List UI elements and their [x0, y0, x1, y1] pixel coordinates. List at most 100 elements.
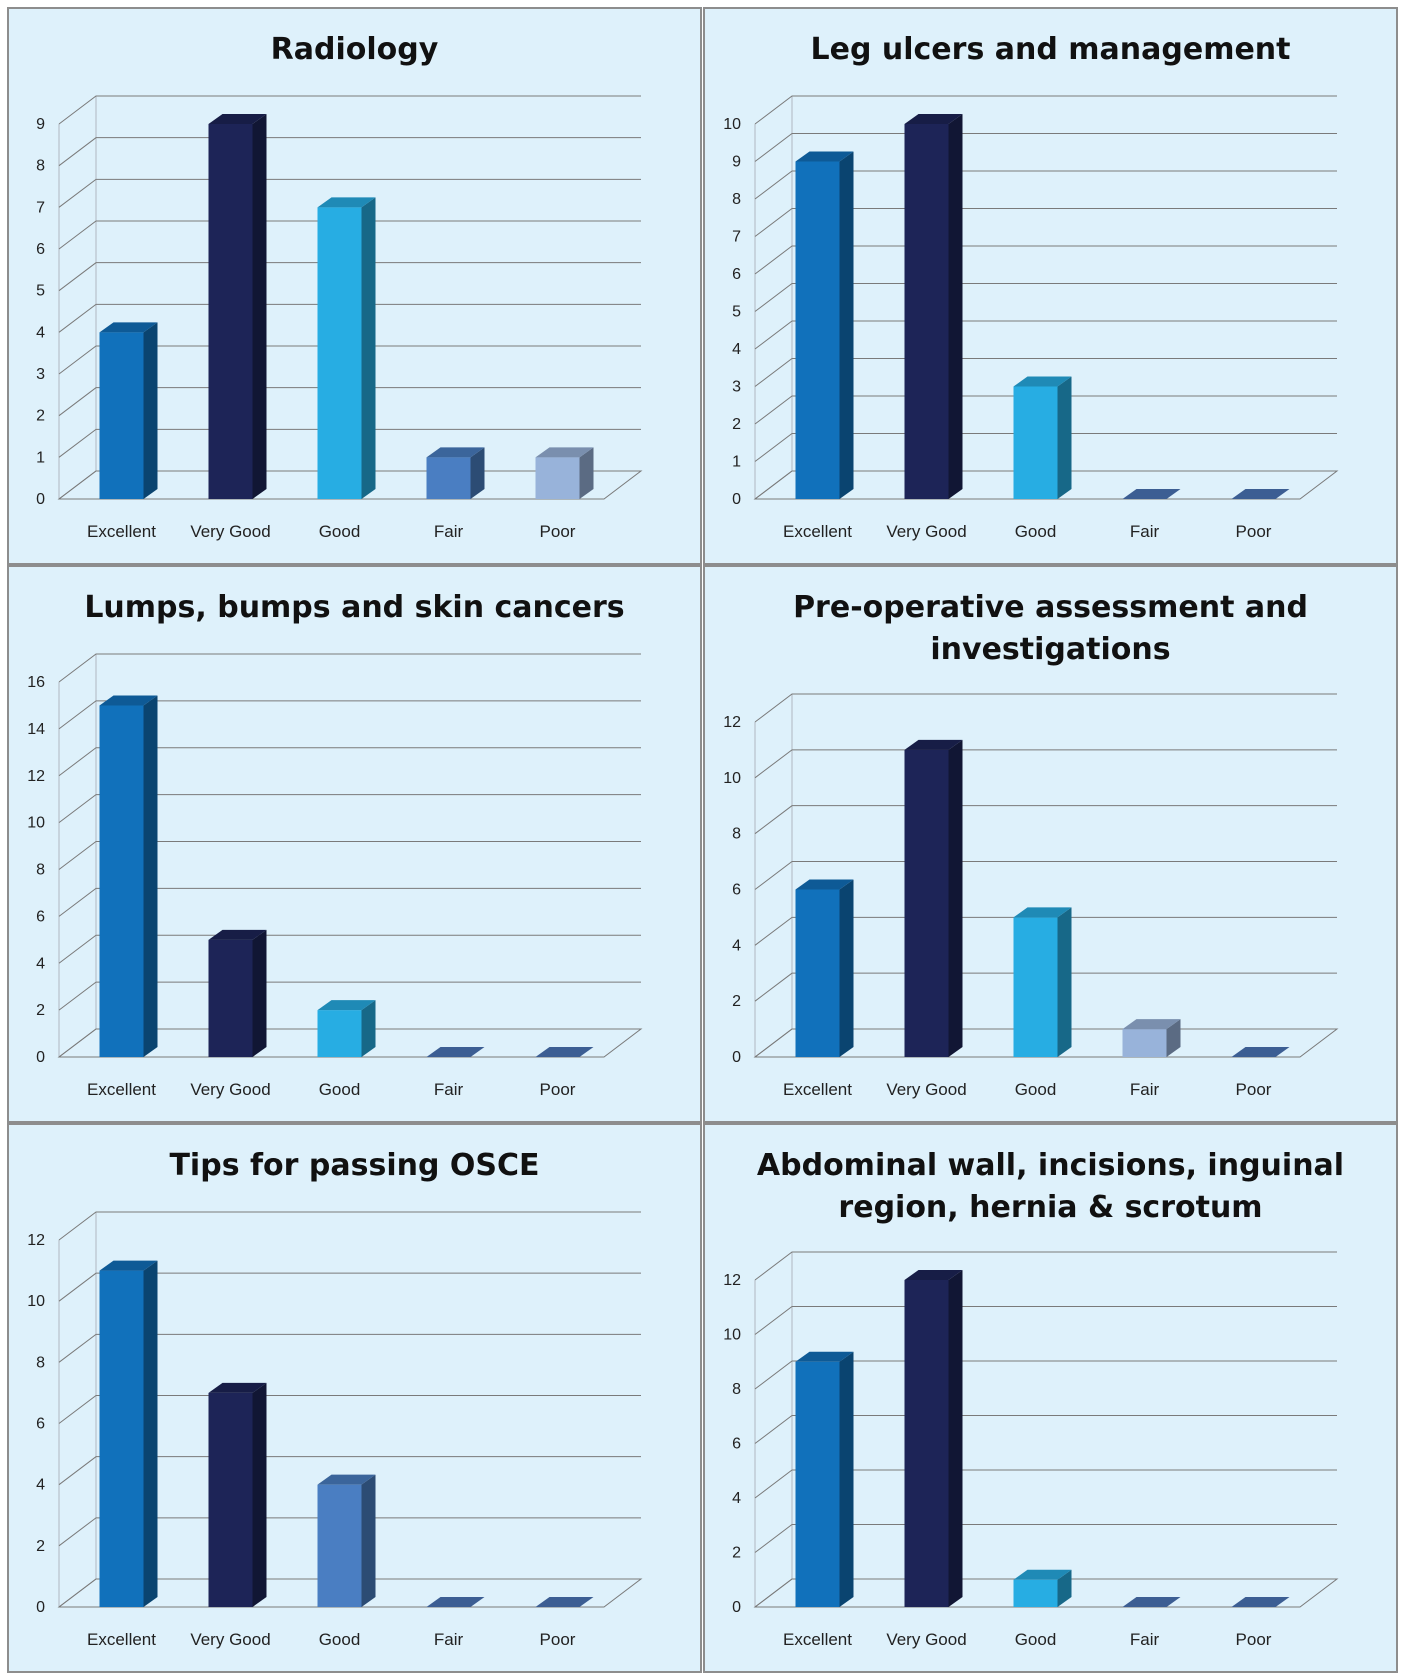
bar-side: [361, 1474, 376, 1607]
gridline: [754, 283, 1337, 312]
chart-title-line: Abdominal wall, incisions, inguinal: [756, 1148, 1345, 1183]
y-tick-label: 0: [732, 491, 741, 508]
bar-excellent: [795, 1351, 854, 1607]
gridline: [58, 981, 641, 1011]
x-category-label: Poor: [1236, 522, 1272, 541]
bar-top: [535, 1047, 594, 1057]
x-category-label: Excellent: [783, 1630, 852, 1649]
bar-side: [839, 151, 854, 499]
bar-good: [1013, 1569, 1072, 1607]
bar-side: [470, 447, 485, 499]
y-tick-label: 7: [732, 229, 741, 246]
bar-good: [317, 197, 376, 500]
y-tick-label: 2: [36, 1002, 45, 1019]
chart-floor: [753, 1028, 1339, 1058]
bar-fair: [426, 1597, 485, 1607]
chart-svg: 0 1 2 3 4 5 6 7 8 9 Excellent Very Good Good Fair Poor: [36, 95, 643, 541]
bar-side: [948, 1270, 963, 1607]
bar-front: [1013, 1579, 1058, 1607]
gridline: [58, 1517, 641, 1547]
gridline: [754, 1524, 1337, 1553]
gridline: [754, 208, 1337, 237]
x-category-label: Excellent: [783, 522, 852, 541]
chart-title-line: Pre-operative assessment and: [793, 590, 1308, 625]
y-tick-label: 12: [723, 1272, 741, 1289]
bar-excellent: [795, 879, 854, 1057]
chart-title: Leg ulcers and management: [705, 29, 1396, 71]
x-category-label: Poor: [1236, 1080, 1272, 1099]
bar-front: [904, 749, 949, 1057]
y-tick-label: 4: [36, 324, 45, 341]
chart-floor: [57, 1578, 643, 1608]
y-tick-label: 1: [36, 449, 45, 466]
bar-front: [208, 1392, 253, 1607]
bar-front: [99, 332, 144, 499]
y-tick-label: 8: [36, 1354, 45, 1371]
chart-title: Tips for passing OSCE: [9, 1145, 700, 1187]
bar-top: [1231, 1047, 1290, 1057]
x-category-label: Very Good: [190, 522, 270, 541]
bar-front: [795, 161, 840, 499]
chart-title: Abdominal wall, incisions, inguinal regio…: [705, 1145, 1396, 1229]
gridline: [58, 1333, 641, 1363]
gridline: [58, 387, 641, 417]
bar-top: [317, 1474, 376, 1485]
gridline: [58, 841, 641, 870]
y-tick-label: 9: [732, 154, 741, 171]
gridline: [754, 1469, 1337, 1499]
bar-top: [99, 1260, 158, 1271]
x-category-label: Good: [319, 522, 361, 541]
bar-front: [208, 124, 253, 499]
bar-front: [426, 457, 471, 499]
gridline: [754, 95, 1337, 125]
y-tick-label: 2: [36, 408, 45, 425]
x-category-label: Very Good: [190, 1630, 270, 1649]
bar-top: [795, 879, 854, 890]
bar-top: [99, 695, 158, 706]
y-tick-label: 0: [732, 1049, 741, 1066]
x-category-label: Poor: [540, 522, 576, 541]
gridline: [58, 262, 641, 292]
bar-front: [795, 1361, 840, 1607]
chart-title-line: Radiology: [270, 32, 439, 67]
bar-good: [1013, 907, 1072, 1057]
gridline: [58, 747, 641, 777]
x-category-label: Poor: [540, 1080, 576, 1099]
bar-poor: [535, 447, 594, 499]
y-tick-label: 6: [36, 908, 45, 925]
x-category-label: Good: [319, 1630, 361, 1649]
bar-front: [317, 207, 362, 500]
gridline: [754, 1251, 1337, 1281]
bar-front: [99, 705, 144, 1057]
x-category-label: Fair: [434, 522, 464, 541]
bar-top: [535, 447, 594, 458]
bar-poor: [535, 1597, 594, 1607]
gridline: [58, 887, 641, 917]
gridline: [754, 861, 1337, 890]
bar-top: [904, 739, 963, 750]
chart-title-line: Lumps, bumps and skin cancers: [84, 590, 625, 625]
y-tick-label: 10: [27, 1293, 45, 1310]
bar-side: [1057, 907, 1072, 1057]
y-tick-label: 6: [36, 241, 45, 258]
gridline: [58, 794, 641, 824]
y-tick-label: 5: [36, 283, 45, 300]
bar-top: [795, 151, 854, 162]
y-tick-label: 4: [732, 1490, 741, 1507]
chart-title-line: Leg ulcers and management: [810, 32, 1291, 67]
bar-poor: [535, 1047, 594, 1057]
bar-front: [904, 124, 949, 499]
y-tick-label: 3: [36, 366, 45, 383]
bar-front: [317, 1010, 362, 1057]
chart-panel: Radiology 0 1 2 3 4 5 6 7 8 9 Excellent Very Good Goo…: [7, 7, 702, 565]
y-tick-label: 10: [723, 116, 741, 133]
chart-title: Radiology: [9, 29, 700, 71]
y-tick-label: 8: [36, 158, 45, 175]
x-category-label: Poor: [540, 1630, 576, 1649]
y-tick-label: 0: [732, 1599, 741, 1616]
y-tick-label: 4: [36, 955, 45, 972]
y-tick-label: 4: [732, 937, 741, 954]
x-category-label: Good: [319, 1080, 361, 1099]
chart-title-line: investigations: [930, 632, 1171, 667]
y-tick-label: 10: [723, 770, 741, 787]
